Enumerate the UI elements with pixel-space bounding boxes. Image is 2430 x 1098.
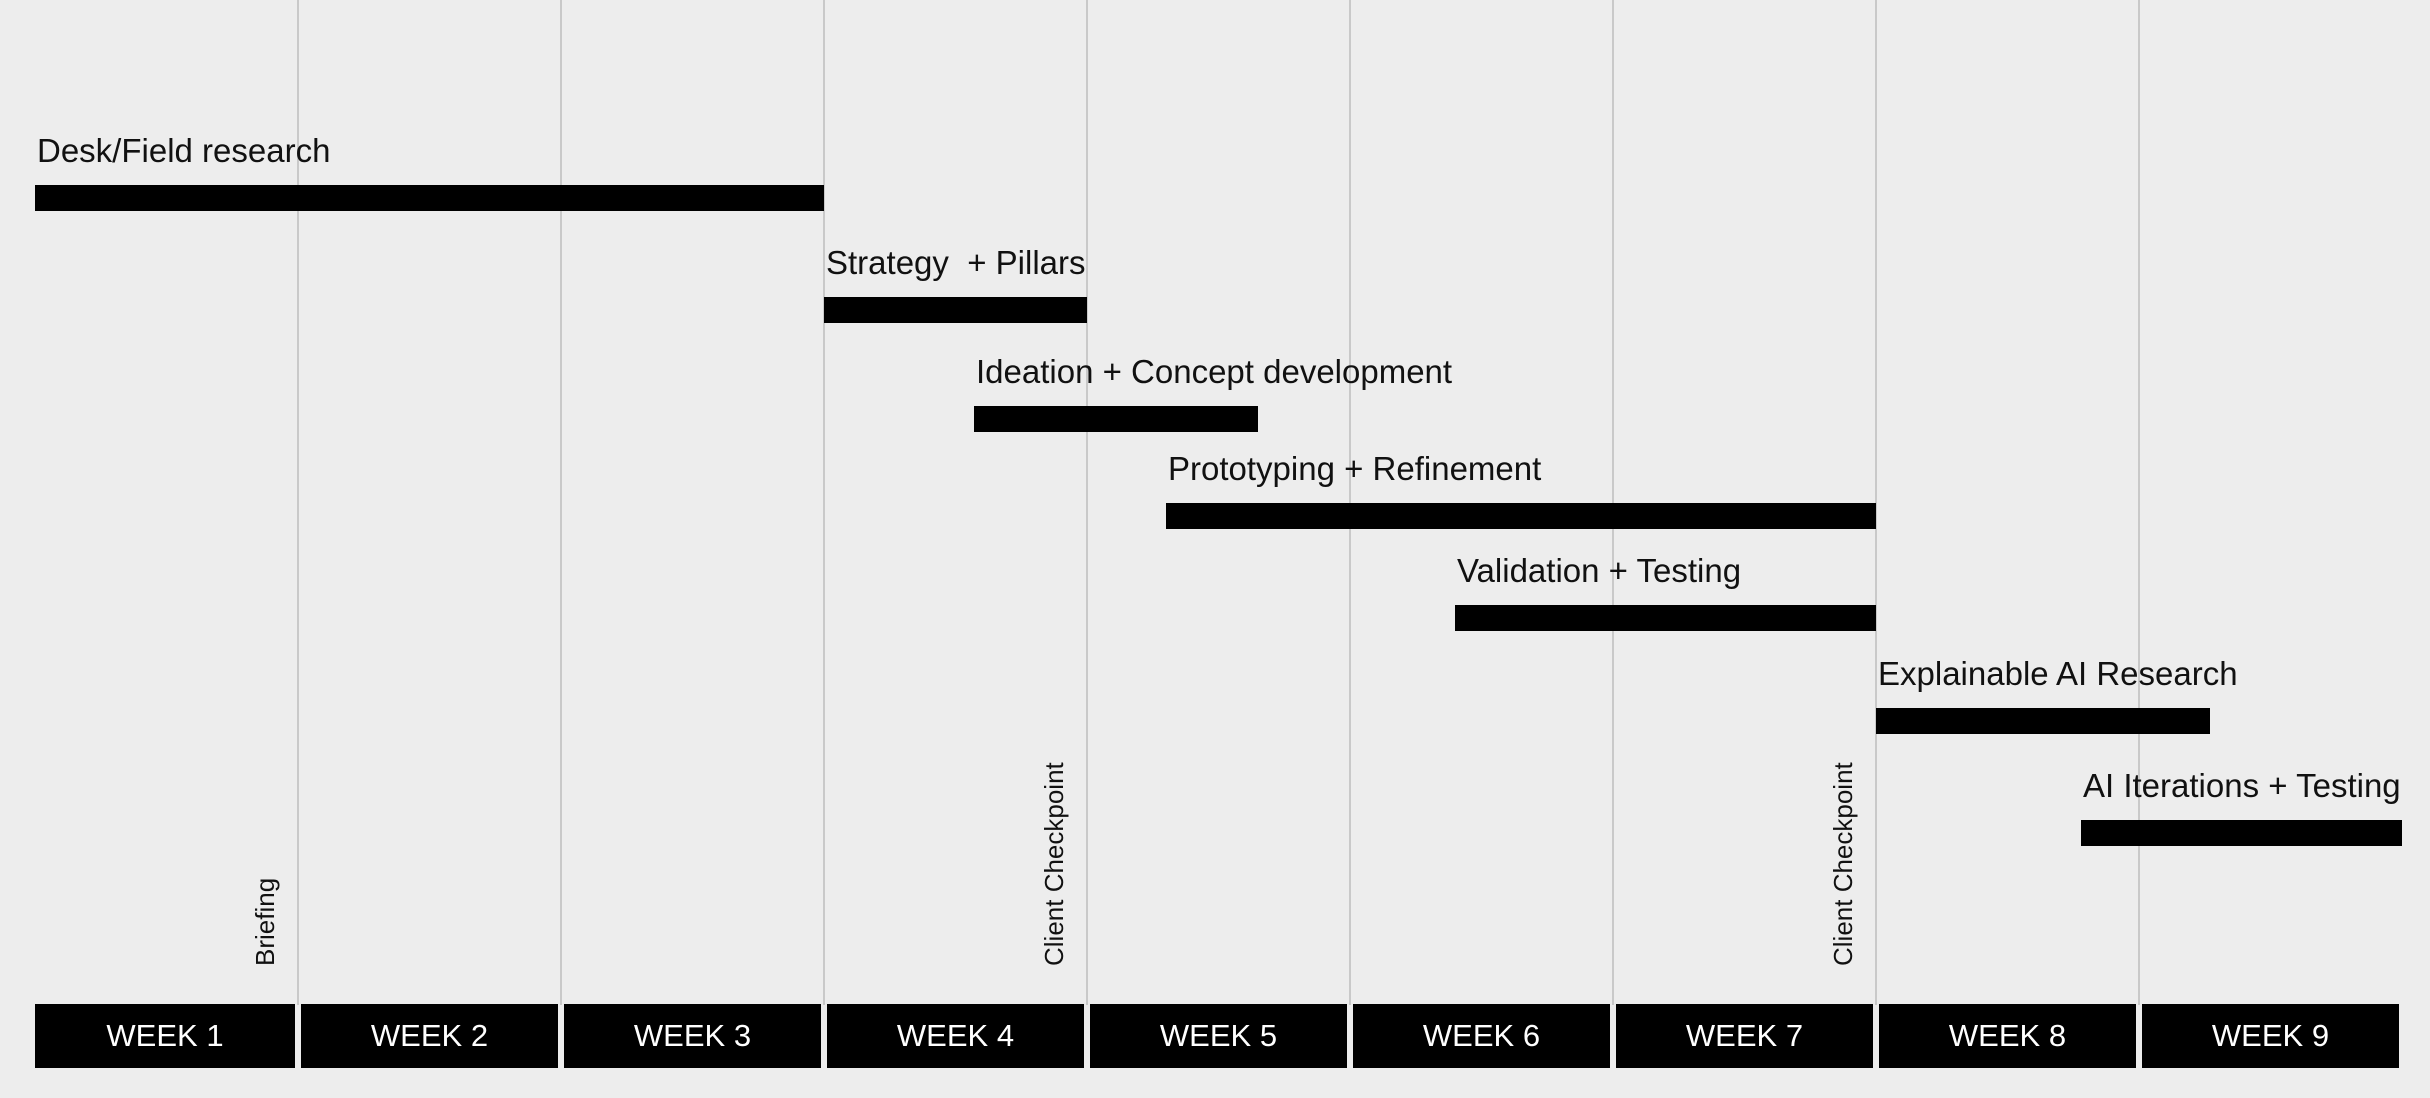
week-header: WEEK 8 — [1879, 1004, 2136, 1068]
task-label: Strategy + Pillars — [826, 244, 1086, 281]
milestone-label: Briefing — [250, 877, 280, 966]
week-gridline — [1875, 0, 1877, 1005]
week-gridline — [1349, 0, 1351, 1005]
task-bar — [1455, 605, 1876, 631]
week-gridline — [823, 0, 825, 1005]
week-header: WEEK 9 — [2142, 1004, 2399, 1068]
week-header: WEEK 1 — [35, 1004, 295, 1068]
milestone-label: Client Checkpoint — [1828, 762, 1858, 966]
week-gridline — [1086, 0, 1088, 1005]
task-bar — [824, 297, 1087, 323]
week-header: WEEK 2 — [301, 1004, 558, 1068]
week-header: WEEK 4 — [827, 1004, 1084, 1068]
week-gridline — [2138, 0, 2140, 1005]
week-header: WEEK 3 — [564, 1004, 821, 1068]
task-bar — [974, 406, 1258, 432]
task-label: AI Iterations + Testing — [2083, 767, 2401, 804]
week-gridline — [297, 0, 299, 1005]
week-gridline — [560, 0, 562, 1005]
task-label: Desk/Field research — [37, 132, 331, 169]
week-header: WEEK 5 — [1090, 1004, 1347, 1068]
task-label: Validation + Testing — [1457, 552, 1742, 589]
task-bar — [35, 185, 824, 211]
task-bar — [2081, 820, 2402, 846]
milestone-label: Client Checkpoint — [1039, 762, 1069, 966]
week-gridline — [1612, 0, 1614, 1005]
task-bar — [1876, 708, 2210, 734]
task-bar — [1166, 503, 1876, 529]
week-header: WEEK 7 — [1616, 1004, 1873, 1068]
task-label: Ideation + Concept development — [976, 353, 1453, 390]
task-label: Prototyping + Refinement — [1168, 450, 1542, 487]
week-header: WEEK 6 — [1353, 1004, 1610, 1068]
task-label: Explainable AI Research — [1878, 655, 2238, 692]
